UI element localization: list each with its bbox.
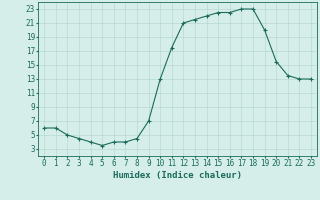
X-axis label: Humidex (Indice chaleur): Humidex (Indice chaleur) [113, 171, 242, 180]
